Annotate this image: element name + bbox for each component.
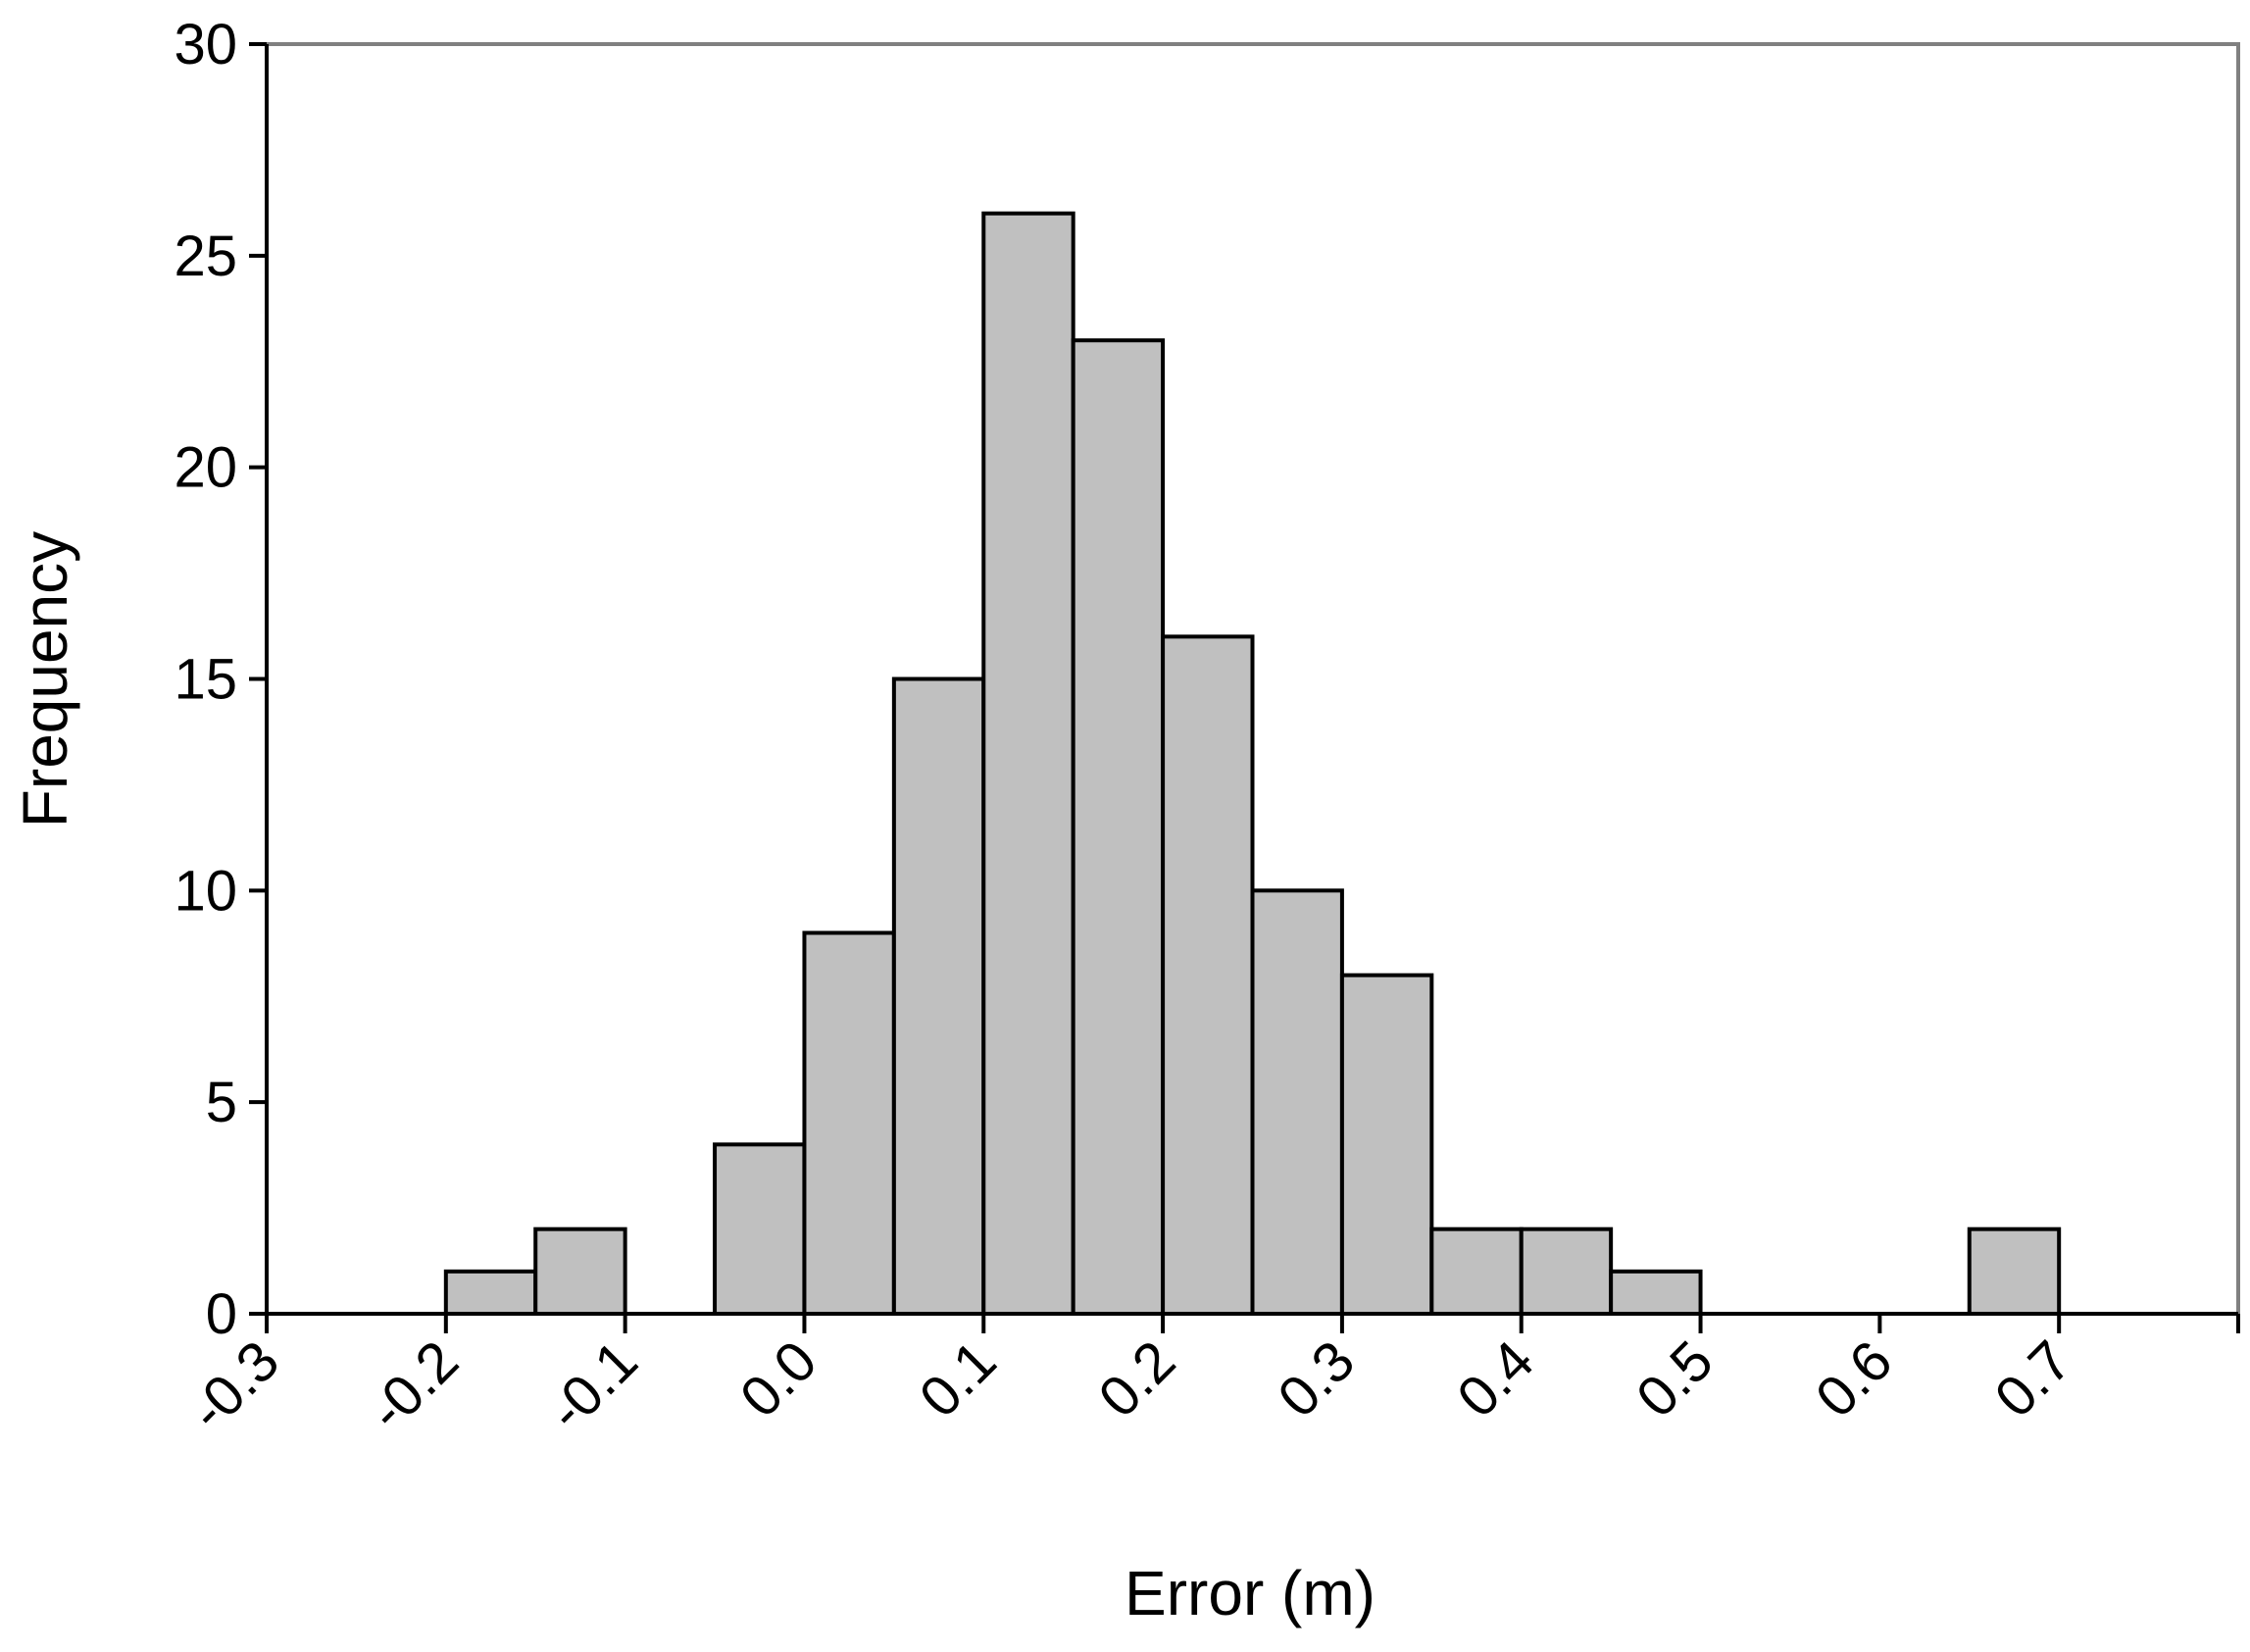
y-tick-label: 15 [174,648,237,712]
histogram-bar [533,1226,627,1316]
histogram-bar [1609,1269,1703,1317]
histogram-bar [1967,1226,2062,1316]
histogram-bar [713,1142,807,1317]
x-tick-label: 0.2 [1086,1328,1187,1429]
histogram-bar [1429,1226,1524,1316]
histogram-bar [443,1269,538,1317]
x-tick-label: 0.6 [1804,1328,1905,1429]
histogram-bar [891,676,986,1316]
y-tick-label: 30 [174,13,237,76]
histogram-bar [1519,1226,1614,1316]
histogram-bar [981,211,1075,1317]
histogram-bar [1071,338,1166,1316]
x-tick-label: 0.5 [1625,1328,1725,1429]
histogram-bar [802,930,896,1316]
y-axis-label: Frequency [10,531,80,827]
histogram-bar [1161,634,1255,1316]
x-tick-label: 0.0 [728,1328,829,1429]
x-axis-label: Error (m) [1125,1558,1375,1628]
y-tick-label: 5 [206,1071,237,1134]
x-tick-label: 0.4 [1445,1328,1546,1429]
histogram-bar [1339,973,1434,1317]
y-tick-label: 20 [174,436,237,500]
x-tick-label: 0.1 [907,1328,1008,1429]
x-tick-label: 0.7 [1982,1328,2083,1429]
x-tick-label: -0.1 [535,1328,650,1443]
y-tick-label: 25 [174,225,237,288]
histogram-bar [1250,888,1344,1316]
x-tick-label: 0.3 [1266,1328,1367,1429]
x-tick-label: -0.2 [356,1328,471,1443]
y-tick-label: 10 [174,859,237,923]
y-tick-label: 0 [206,1282,237,1346]
